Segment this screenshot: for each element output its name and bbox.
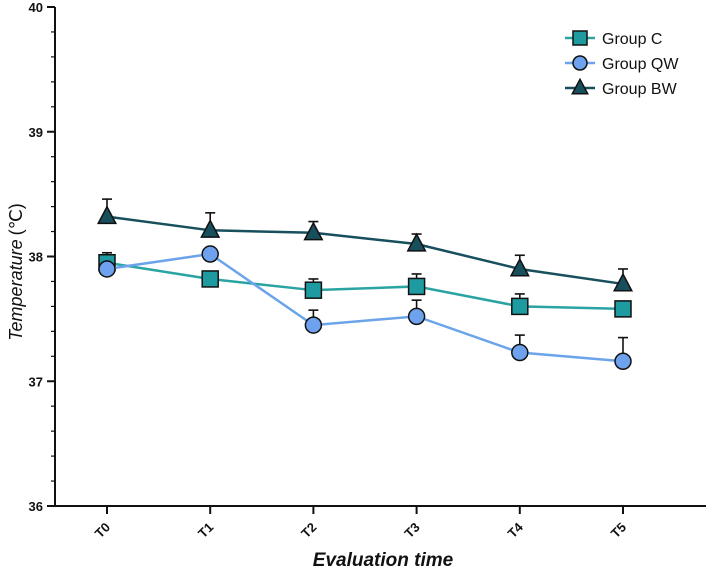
y-tick-label: 40 bbox=[29, 0, 43, 15]
data-point bbox=[98, 260, 116, 278]
y-tick-label: 39 bbox=[29, 125, 43, 140]
y-tick-label: 36 bbox=[29, 499, 43, 514]
series-group-qw bbox=[98, 245, 632, 371]
series-group-c bbox=[98, 251, 632, 318]
data-point bbox=[614, 352, 632, 371]
series-line bbox=[106, 252, 624, 363]
x-axis-ticks: T0 T1 T2 T3 T4 T5 bbox=[92, 506, 629, 541]
data-point bbox=[407, 277, 426, 296]
data-point bbox=[511, 297, 529, 316]
legend-marker bbox=[571, 77, 589, 95]
legend: Group C Group QW Group BW bbox=[565, 30, 679, 98]
data-point bbox=[201, 270, 219, 288]
x-tick-label: T2 bbox=[298, 520, 319, 541]
data-point bbox=[614, 300, 632, 318]
data-point bbox=[509, 257, 530, 277]
data-point bbox=[201, 245, 219, 263]
series-line bbox=[106, 215, 624, 286]
legend-marker bbox=[572, 55, 588, 71]
y-tick-label: 37 bbox=[29, 374, 43, 389]
series-group-bw bbox=[96, 198, 634, 292]
data-point bbox=[407, 307, 426, 326]
legend-label: Group QW bbox=[602, 56, 679, 73]
legend-label: Group BW bbox=[602, 81, 678, 98]
data-point bbox=[304, 316, 323, 334]
data-point bbox=[511, 343, 529, 362]
series-layer bbox=[96, 198, 634, 371]
y-tick-label: 38 bbox=[29, 250, 43, 265]
data-point bbox=[200, 218, 221, 238]
legend-item: Group QW bbox=[565, 55, 679, 73]
data-point bbox=[304, 281, 323, 299]
x-tick-label: T1 bbox=[195, 520, 216, 541]
y-axis-title-main: Temperature bbox=[6, 239, 26, 340]
x-tick-label: T3 bbox=[401, 520, 422, 541]
data-point bbox=[303, 221, 324, 241]
legend-marker bbox=[572, 30, 588, 46]
x-tick-label: T4 bbox=[505, 519, 527, 541]
series-line bbox=[106, 261, 624, 311]
x-tick-label: T5 bbox=[608, 520, 629, 541]
data-point bbox=[406, 232, 427, 252]
y-axis-ticks: 36 37 38 39 40 bbox=[29, 0, 55, 514]
y-axis-title-unit: (℃) bbox=[6, 203, 26, 235]
y-axis-title: Temperature (℃) bbox=[6, 203, 26, 341]
data-point bbox=[612, 272, 634, 292]
data-point bbox=[96, 205, 118, 225]
x-tick-label: T0 bbox=[92, 520, 113, 541]
legend-item: Group BW bbox=[565, 77, 678, 98]
legend-item: Group C bbox=[565, 30, 662, 48]
legend-label: Group C bbox=[602, 31, 662, 48]
x-axis-title: Evaluation time bbox=[313, 550, 454, 571]
